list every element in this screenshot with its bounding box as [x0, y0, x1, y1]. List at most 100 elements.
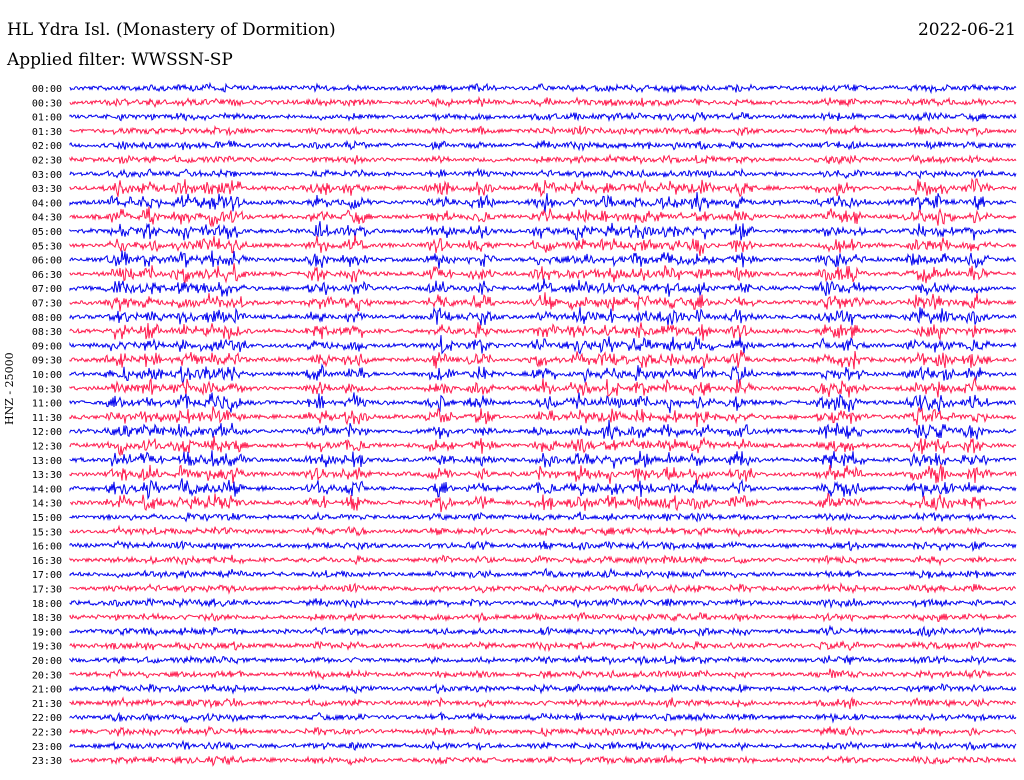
tick-label: 12:30	[32, 442, 62, 453]
tick-label: 15:30	[32, 527, 62, 538]
tick-label: 14:30	[32, 499, 62, 510]
trace-line	[69, 582, 1016, 595]
tick-label: 13:00	[32, 456, 62, 467]
tick-label: 21:30	[32, 699, 62, 710]
trace-line	[69, 322, 1017, 342]
trace-line	[69, 350, 1017, 370]
trace-line	[69, 139, 1017, 152]
tick-label: 19:30	[32, 642, 62, 653]
trace-line	[69, 540, 1017, 553]
trace-line	[69, 464, 1017, 485]
tick-label: 06:30	[32, 270, 62, 281]
filter-label: Applied filter: WWSSN-SP	[7, 50, 233, 70]
trace-line	[69, 95, 1017, 109]
tick-label: 05:00	[32, 227, 62, 238]
trace-line	[69, 436, 1017, 457]
tick-label: 03:30	[32, 184, 62, 195]
tick-label: 08:30	[32, 327, 62, 338]
trace-line	[69, 639, 1017, 653]
tick-label: 14:00	[32, 484, 62, 495]
trace-line	[69, 363, 1017, 385]
trace-line	[69, 124, 1017, 138]
trace-line	[69, 696, 1017, 710]
trace-line	[69, 597, 1016, 609]
trace-line	[70, 492, 1017, 513]
tick-label: 13:30	[32, 470, 62, 481]
tick-label: 06:00	[32, 256, 62, 267]
trace-line	[69, 711, 1017, 724]
trace-line	[69, 668, 1016, 681]
trace-line	[69, 624, 1017, 638]
tick-label: 04:00	[32, 198, 62, 209]
trace-line	[69, 754, 1017, 767]
tick-label: 17:30	[32, 585, 62, 596]
date-label: 2022-06-21	[917, 20, 1016, 40]
tick-label: 23:00	[32, 742, 62, 753]
tick-label: 23:30	[32, 756, 62, 767]
tick-label: 22:00	[32, 713, 62, 724]
trace-line	[69, 235, 1017, 256]
tick-label: 18:00	[32, 599, 62, 610]
trace-line	[69, 654, 1017, 667]
trace-line	[69, 335, 1017, 355]
tick-label: 20:30	[32, 670, 62, 681]
tick-label: 15:00	[32, 513, 62, 524]
tick-label: 07:30	[32, 299, 62, 310]
trace-line	[69, 192, 1017, 213]
tick-label: 20:00	[32, 656, 62, 667]
tick-label: 18:30	[32, 613, 62, 624]
tick-label: 10:30	[32, 384, 62, 395]
trace-layer	[69, 81, 1017, 767]
trace-line	[69, 406, 1017, 428]
tick-label: 00:00	[32, 84, 62, 95]
tick-label: 03:00	[32, 170, 62, 181]
trace-line	[69, 419, 1017, 440]
tick-label: 11:00	[32, 399, 62, 410]
trace-line	[69, 221, 1017, 241]
tick-label: 00:30	[32, 98, 62, 109]
trace-line	[69, 177, 1017, 198]
tick-label: 12:00	[32, 427, 62, 438]
tick-label: 04:30	[32, 213, 62, 224]
tick-label: 02:30	[32, 156, 62, 167]
trace-line	[69, 739, 1017, 752]
trace-line	[69, 278, 1017, 297]
tick-label: 21:00	[32, 685, 62, 696]
tick-label: 07:00	[32, 284, 62, 295]
trace-line	[69, 292, 1017, 312]
tick-label: 16:00	[32, 542, 62, 553]
tick-label: 16:30	[32, 556, 62, 567]
trace-line	[69, 306, 1017, 327]
trace-line	[69, 725, 1017, 738]
trace-line	[69, 153, 1017, 166]
trace-line	[69, 375, 1017, 398]
trace-line	[69, 81, 1017, 95]
tick-label: 09:00	[32, 341, 62, 352]
trace-line	[69, 524, 1017, 538]
trace-line	[69, 611, 1017, 624]
trace-line	[69, 478, 1017, 500]
trace-line	[69, 250, 1017, 269]
trace-line	[69, 167, 1017, 180]
trace-line	[69, 206, 1017, 228]
tick-label: 01:00	[32, 113, 62, 124]
trace-line	[69, 682, 1017, 695]
trace-line	[69, 567, 1017, 580]
trace-line	[69, 511, 1017, 523]
tick-label: 17:00	[32, 570, 62, 581]
trace-line	[69, 392, 1017, 414]
trace-line	[69, 450, 1017, 469]
tick-label: 05:30	[32, 241, 62, 252]
tick-label: 08:00	[32, 313, 62, 324]
trace-line	[69, 263, 1017, 284]
station-title: HL Ydra Isl. (Monastery of Dormition)	[7, 20, 336, 40]
tick-label: 01:30	[32, 127, 62, 138]
tick-label: 11:30	[32, 413, 62, 424]
tick-label: 10:00	[32, 370, 62, 381]
tick-label: 19:00	[32, 627, 62, 638]
trace-line	[69, 554, 1017, 567]
tick-label-layer: 00:00 00:30 01:00 01:30 02:00 02:30 03:00 03:30…	[32, 84, 62, 767]
tick-label: 22:30	[32, 728, 62, 739]
tick-label: 02:00	[32, 141, 62, 152]
